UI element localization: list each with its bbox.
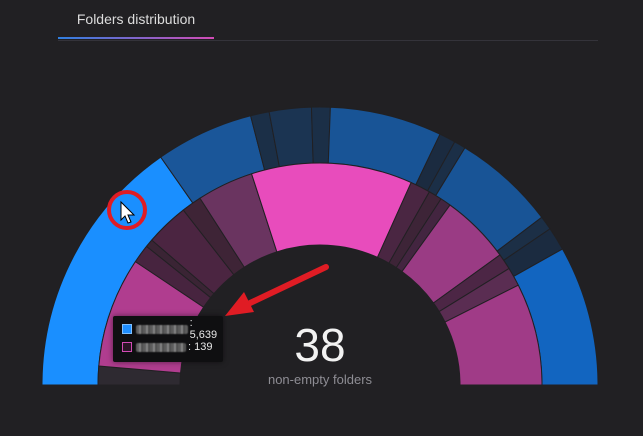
- tooltip-value: : 139: [188, 341, 213, 353]
- active-tab-indicator: [58, 37, 214, 39]
- tooltip-row: : 5,639: [122, 317, 223, 341]
- chart-tooltip: : 5,639 : 139: [113, 316, 223, 362]
- center-value: 38: [294, 319, 346, 371]
- redacted-label: [136, 342, 186, 352]
- center-label: non-empty folders: [267, 372, 373, 387]
- tab-label: Folders distribution: [76, 11, 196, 27]
- outer-ring-segment[interactable]: [310, 106, 331, 164]
- inner-ring-segment[interactable]: [444, 284, 543, 386]
- tab-bar: Folders distribution: [58, 0, 598, 41]
- tab-folders-distribution[interactable]: Folders distribution: [58, 0, 214, 39]
- tooltip-swatch: [122, 324, 132, 334]
- tooltip-row: : 139: [122, 340, 212, 354]
- redacted-label: [135, 324, 188, 334]
- tooltip-value: : 5,639: [189, 317, 218, 341]
- tooltip-swatch: [122, 342, 132, 352]
